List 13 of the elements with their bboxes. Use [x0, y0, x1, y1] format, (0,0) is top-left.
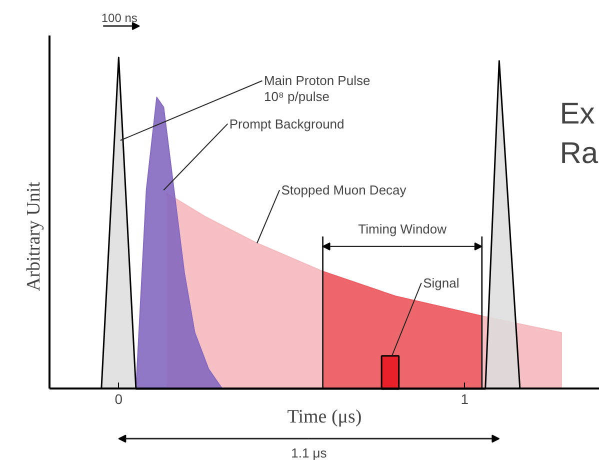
y-axis-title: Arbitrary Unit — [24, 181, 44, 292]
annotation: Main Proton Pulse 10⁸ p/pulse — [264, 73, 370, 104]
x-tick-label: 1 — [460, 390, 469, 407]
annotation: Prompt Background — [229, 116, 344, 132]
text: 1.1 μs — [291, 445, 328, 460]
annotation: Ex — [560, 97, 595, 130]
text: 100 ns — [101, 10, 138, 25]
x-axis-title: Time (μs) — [287, 406, 362, 428]
text: Timing Window — [358, 222, 448, 236]
annotation: Signal — [423, 275, 460, 290]
annotation: Ra — [560, 137, 598, 170]
x-tick-label: 0 — [114, 390, 123, 407]
annotation: Stopped Muon Decay — [281, 182, 407, 198]
